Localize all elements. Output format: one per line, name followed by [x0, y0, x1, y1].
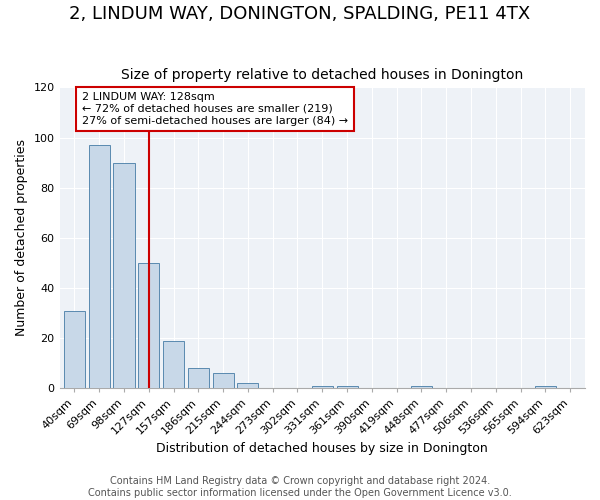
Text: 2 LINDUM WAY: 128sqm
← 72% of detached houses are smaller (219)
27% of semi-deta: 2 LINDUM WAY: 128sqm ← 72% of detached h…: [82, 92, 348, 126]
Bar: [535, 386, 556, 388]
Bar: [212, 374, 233, 388]
Y-axis label: Number of detached properties: Number of detached properties: [15, 140, 28, 336]
Bar: [113, 162, 134, 388]
Bar: [64, 310, 85, 388]
X-axis label: Distribution of detached houses by size in Donington: Distribution of detached houses by size …: [157, 442, 488, 455]
Bar: [188, 368, 209, 388]
Bar: [163, 341, 184, 388]
Bar: [312, 386, 333, 388]
Bar: [89, 145, 110, 388]
Text: Contains HM Land Registry data © Crown copyright and database right 2024.
Contai: Contains HM Land Registry data © Crown c…: [88, 476, 512, 498]
Bar: [411, 386, 432, 388]
Text: 2, LINDUM WAY, DONINGTON, SPALDING, PE11 4TX: 2, LINDUM WAY, DONINGTON, SPALDING, PE11…: [70, 5, 530, 23]
Bar: [138, 263, 160, 388]
Bar: [238, 384, 259, 388]
Title: Size of property relative to detached houses in Donington: Size of property relative to detached ho…: [121, 68, 523, 82]
Bar: [337, 386, 358, 388]
